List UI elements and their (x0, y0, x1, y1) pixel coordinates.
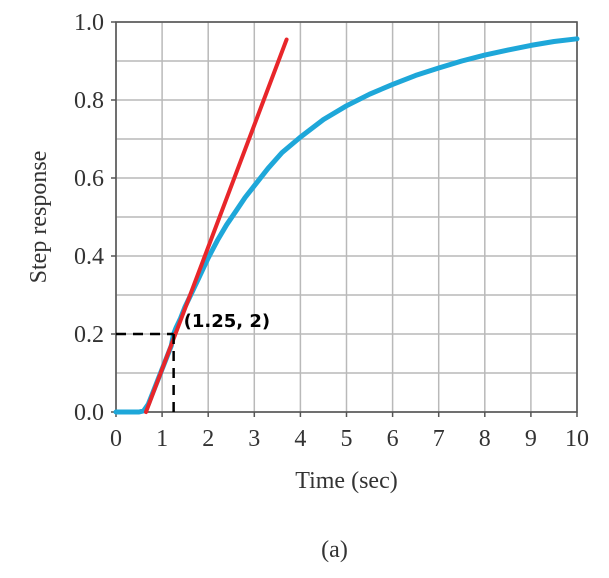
x-tick-label-1: 1 (156, 426, 168, 452)
x-tick-label-6: 6 (387, 426, 399, 452)
series-layer (113, 36, 580, 415)
y-tick-label-0.2: 0.2 (74, 322, 104, 348)
x-tick-label-7: 7 (433, 426, 445, 452)
tangent-line (143, 37, 289, 414)
x-tick-label-0: 0 (110, 426, 122, 452)
plot-frame (111, 21, 578, 417)
x-axis-title: Time (sec) (295, 468, 397, 494)
y-tick-label-0.6: 0.6 (74, 166, 104, 192)
y-tick-label-0.0: 0.0 (74, 400, 104, 426)
y-axis-title: Step response (26, 151, 52, 284)
figure-caption: (a) (321, 537, 348, 563)
grid (115, 21, 578, 413)
y-tick-label-0.8: 0.8 (74, 88, 104, 114)
x-tick-label-8: 8 (479, 426, 491, 452)
x-tick-label-3: 3 (248, 426, 260, 452)
x-tick-label-4: 4 (294, 426, 306, 452)
y-tick-label-1.0: 1.0 (74, 10, 104, 36)
tick-labels: 0 1 2 3 4 5 6 7 8 9 10 0.0 0.2 0.4 0.6 0.8 1.0 (74, 10, 589, 452)
y-tick-label-0.4: 0.4 (74, 244, 104, 270)
x-tick-label-9: 9 (525, 426, 537, 452)
annotation-layer: (1.25, 2) (116, 311, 270, 412)
x-tick-label-10: 10 (565, 426, 589, 452)
x-tick-label-5: 5 (341, 426, 353, 452)
annotation-label: (1.25, 2) (184, 311, 271, 332)
x-tick-label-2: 2 (202, 426, 214, 452)
